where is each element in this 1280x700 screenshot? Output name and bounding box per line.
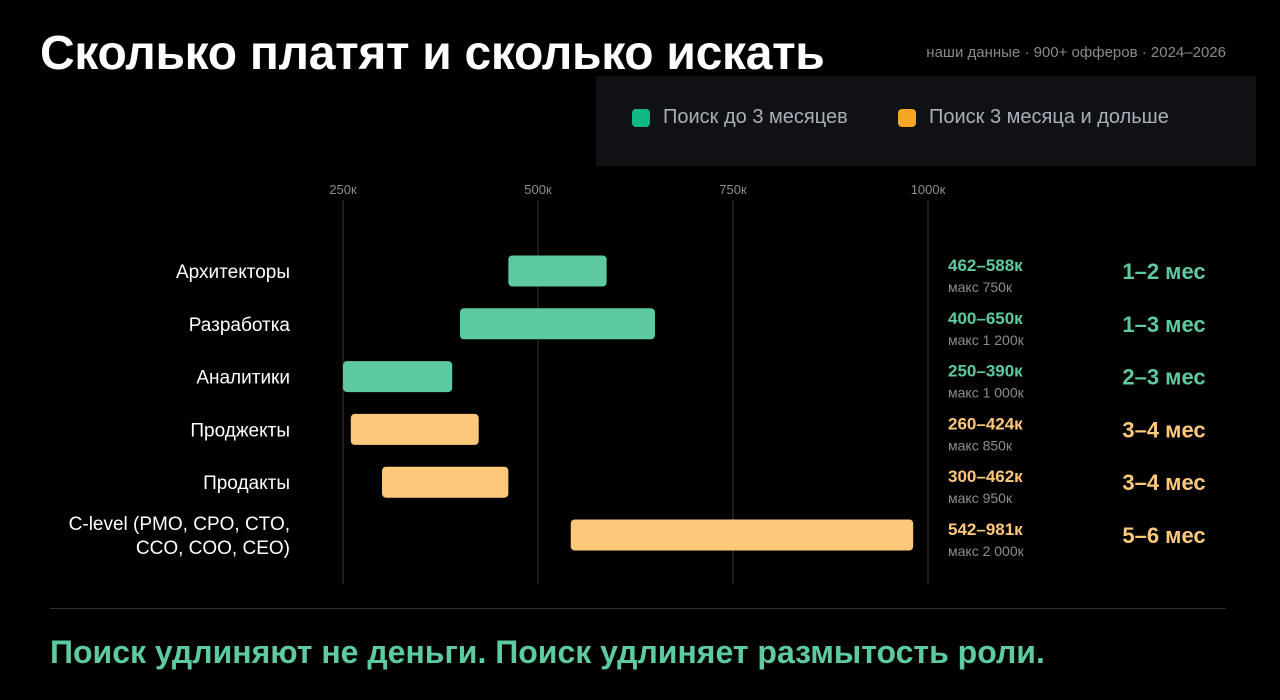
x-tick-label: 750к [719, 182, 747, 197]
max-value-label: макс 850к [948, 437, 1013, 453]
divider [50, 608, 1226, 609]
search-duration-label: 3–4 мес [1122, 470, 1205, 495]
max-value-label: макс 1 200к [948, 332, 1025, 348]
x-tick-label: 1000к [911, 182, 946, 197]
max-value-label: макс 1 000к [948, 385, 1025, 401]
range-value-label: 462–588к [948, 256, 1023, 275]
range-bar [382, 466, 509, 498]
legend-swatch-short [632, 108, 650, 127]
range-bar [508, 255, 607, 287]
search-duration-label: 1–3 мес [1122, 312, 1205, 337]
range-bar [343, 361, 453, 393]
search-duration-label: 1–2 мес [1122, 259, 1205, 284]
legend-label-short: Поиск до 3 месяцев [663, 106, 848, 128]
x-tick-label: 250к [329, 182, 357, 197]
x-tick-label: 500к [524, 182, 552, 197]
page-title: Сколько платят и сколько искать [40, 27, 825, 80]
max-value-label: макс 950к [948, 490, 1013, 506]
range-bar [570, 519, 914, 551]
category-label: Проджекты [190, 420, 290, 441]
range-value-label: 400–650к [948, 309, 1023, 328]
data-source-note: наши данные · 900+ офферов · 2024–2026 [926, 44, 1226, 61]
category-label: Разработка [189, 315, 291, 336]
range-bar [460, 308, 655, 340]
range-value-label: 300–462к [948, 467, 1023, 486]
range-value-label: 260–424к [948, 414, 1023, 433]
max-value-label: макс 750к [948, 279, 1013, 295]
legend-item-short: Поиск до 3 месяцев [632, 106, 848, 129]
footer-conclusion: Поиск удлиняют не деньги. Поиск удлиняет… [50, 634, 1045, 670]
salary-range-chart: 250к 500к 750к 1000к Архитекторы 462–588к макс… [69, 182, 1206, 584]
category-label: Аналитики [196, 368, 290, 389]
legend: Поиск до 3 месяцев Поиск 3 месяца и доль… [596, 76, 1256, 166]
search-duration-label: 3–4 мес [1122, 417, 1205, 442]
range-bar [350, 413, 479, 445]
range-value-label: 250–390к [948, 362, 1023, 381]
legend-item-long: Поиск 3 месяца и дольше [898, 106, 1169, 129]
max-value-label: макс 2 000к [948, 543, 1025, 559]
category-label: C-level (PMO, CPO, CTO, [69, 514, 290, 535]
category-label: CCO, COO, CEO) [136, 538, 290, 559]
range-value-label: 542–981к [948, 520, 1023, 539]
legend-label-long: Поиск 3 месяца и дольше [929, 106, 1169, 128]
category-label: Продакты [203, 473, 290, 494]
legend-swatch-long [898, 108, 916, 127]
category-label: Архитекторы [176, 262, 290, 283]
search-duration-label: 2–3 мес [1122, 365, 1205, 390]
search-duration-label: 5–6 мес [1122, 523, 1205, 548]
